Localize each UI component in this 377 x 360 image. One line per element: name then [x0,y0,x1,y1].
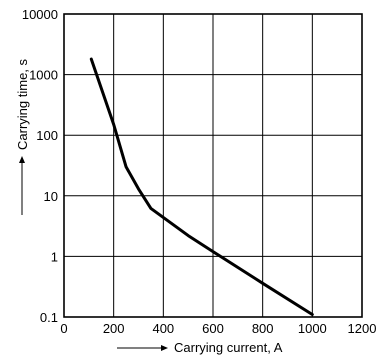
x-tick-label: 200 [103,321,125,336]
y-tick-label: 1000 [29,68,58,83]
x-tick-label: 1000 [298,321,327,336]
y-tick-label: 1 [51,249,58,264]
y-tick-label: 100 [36,128,58,143]
x-axis-title: Carrying current, A [117,340,283,355]
x-tick-label: 400 [152,321,174,336]
y-tick-labels: 10000 1000 100 10 1 0.1 [22,7,58,325]
series-line [89,57,314,316]
y-tick-label: 10 [44,189,58,204]
x-axis-label: Carrying current, A [174,340,283,355]
y-axis-title: Carrying time, s [15,58,30,215]
x-tick-labels: 0 200 400 600 800 1000 1200 [60,321,376,336]
y-tick-label: 10000 [22,7,58,22]
y-tick-label: 0.1 [40,310,58,325]
y-axis-arrow-head [19,156,25,163]
x-tick-label: 1200 [348,321,377,336]
y-axis-label: Carrying time, s [15,58,30,150]
x-tick-label: 600 [202,321,224,336]
grid [64,14,362,317]
x-tick-label: 800 [252,321,274,336]
x-tick-label: 0 [60,321,67,336]
plot-frame [63,13,363,318]
x-axis-arrow-head [161,345,168,351]
